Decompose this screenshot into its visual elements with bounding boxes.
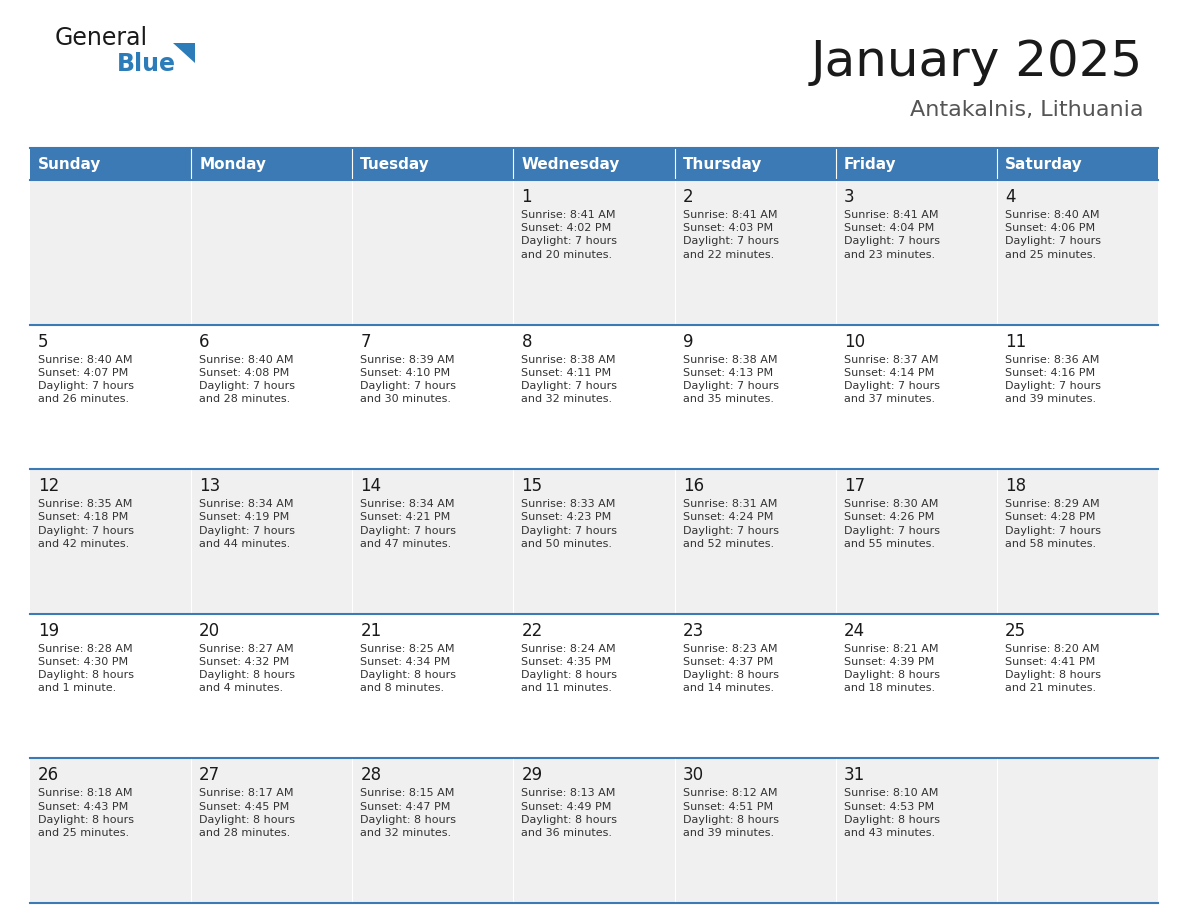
- Text: Sunrise: 8:41 AM
Sunset: 4:03 PM
Daylight: 7 hours
and 22 minutes.: Sunrise: 8:41 AM Sunset: 4:03 PM Dayligh…: [683, 210, 778, 260]
- Text: Sunrise: 8:38 AM
Sunset: 4:11 PM
Daylight: 7 hours
and 32 minutes.: Sunrise: 8:38 AM Sunset: 4:11 PM Dayligh…: [522, 354, 618, 404]
- Bar: [30, 148, 191, 180]
- Text: Sunrise: 8:12 AM
Sunset: 4:51 PM
Daylight: 8 hours
and 39 minutes.: Sunrise: 8:12 AM Sunset: 4:51 PM Dayligh…: [683, 789, 778, 838]
- Text: Sunrise: 8:37 AM
Sunset: 4:14 PM
Daylight: 7 hours
and 37 minutes.: Sunrise: 8:37 AM Sunset: 4:14 PM Dayligh…: [843, 354, 940, 404]
- Bar: [30, 180, 1158, 325]
- Bar: [835, 148, 997, 180]
- Text: Sunrise: 8:20 AM
Sunset: 4:41 PM
Daylight: 8 hours
and 21 minutes.: Sunrise: 8:20 AM Sunset: 4:41 PM Dayligh…: [1005, 644, 1101, 693]
- Bar: [30, 469, 1158, 614]
- Text: 17: 17: [843, 477, 865, 495]
- Text: 1: 1: [522, 188, 532, 206]
- Text: 10: 10: [843, 332, 865, 351]
- Text: Sunrise: 8:41 AM
Sunset: 4:02 PM
Daylight: 7 hours
and 20 minutes.: Sunrise: 8:41 AM Sunset: 4:02 PM Dayligh…: [522, 210, 618, 260]
- Text: 28: 28: [360, 767, 381, 784]
- Text: Sunrise: 8:34 AM
Sunset: 4:21 PM
Daylight: 7 hours
and 47 minutes.: Sunrise: 8:34 AM Sunset: 4:21 PM Dayligh…: [360, 499, 456, 549]
- Bar: [30, 758, 1158, 903]
- Text: 21: 21: [360, 621, 381, 640]
- Text: 9: 9: [683, 332, 693, 351]
- Text: 13: 13: [200, 477, 221, 495]
- Text: 20: 20: [200, 621, 220, 640]
- Polygon shape: [173, 43, 195, 63]
- Text: Sunrise: 8:15 AM
Sunset: 4:47 PM
Daylight: 8 hours
and 32 minutes.: Sunrise: 8:15 AM Sunset: 4:47 PM Dayligh…: [360, 789, 456, 838]
- Text: Blue: Blue: [116, 52, 176, 76]
- Text: Saturday: Saturday: [1005, 156, 1082, 172]
- Text: Sunrise: 8:36 AM
Sunset: 4:16 PM
Daylight: 7 hours
and 39 minutes.: Sunrise: 8:36 AM Sunset: 4:16 PM Dayligh…: [1005, 354, 1101, 404]
- Text: Sunrise: 8:41 AM
Sunset: 4:04 PM
Daylight: 7 hours
and 23 minutes.: Sunrise: 8:41 AM Sunset: 4:04 PM Dayligh…: [843, 210, 940, 260]
- Text: 11: 11: [1005, 332, 1026, 351]
- Text: 27: 27: [200, 767, 220, 784]
- Text: 2: 2: [683, 188, 694, 206]
- Text: Wednesday: Wednesday: [522, 156, 620, 172]
- Text: 25: 25: [1005, 621, 1026, 640]
- Text: Tuesday: Tuesday: [360, 156, 430, 172]
- Text: 23: 23: [683, 621, 703, 640]
- Text: 14: 14: [360, 477, 381, 495]
- Bar: [513, 148, 675, 180]
- Text: January 2025: January 2025: [810, 38, 1143, 86]
- Text: Friday: Friday: [843, 156, 897, 172]
- Text: 3: 3: [843, 188, 854, 206]
- Text: 18: 18: [1005, 477, 1026, 495]
- Bar: [675, 148, 835, 180]
- Text: 31: 31: [843, 767, 865, 784]
- Text: Sunrise: 8:23 AM
Sunset: 4:37 PM
Daylight: 8 hours
and 14 minutes.: Sunrise: 8:23 AM Sunset: 4:37 PM Dayligh…: [683, 644, 778, 693]
- Text: Sunrise: 8:31 AM
Sunset: 4:24 PM
Daylight: 7 hours
and 52 minutes.: Sunrise: 8:31 AM Sunset: 4:24 PM Dayligh…: [683, 499, 778, 549]
- Text: Sunrise: 8:40 AM
Sunset: 4:06 PM
Daylight: 7 hours
and 25 minutes.: Sunrise: 8:40 AM Sunset: 4:06 PM Dayligh…: [1005, 210, 1101, 260]
- Text: Sunday: Sunday: [38, 156, 101, 172]
- Text: Antakalnis, Lithuania: Antakalnis, Lithuania: [910, 100, 1143, 120]
- Text: Sunrise: 8:10 AM
Sunset: 4:53 PM
Daylight: 8 hours
and 43 minutes.: Sunrise: 8:10 AM Sunset: 4:53 PM Dayligh…: [843, 789, 940, 838]
- Text: Sunrise: 8:18 AM
Sunset: 4:43 PM
Daylight: 8 hours
and 25 minutes.: Sunrise: 8:18 AM Sunset: 4:43 PM Dayligh…: [38, 789, 134, 838]
- Bar: [997, 148, 1158, 180]
- Text: Sunrise: 8:34 AM
Sunset: 4:19 PM
Daylight: 7 hours
and 44 minutes.: Sunrise: 8:34 AM Sunset: 4:19 PM Dayligh…: [200, 499, 295, 549]
- Text: General: General: [55, 26, 148, 50]
- Text: 26: 26: [38, 767, 59, 784]
- Text: Sunrise: 8:33 AM
Sunset: 4:23 PM
Daylight: 7 hours
and 50 minutes.: Sunrise: 8:33 AM Sunset: 4:23 PM Dayligh…: [522, 499, 618, 549]
- Text: Sunrise: 8:24 AM
Sunset: 4:35 PM
Daylight: 8 hours
and 11 minutes.: Sunrise: 8:24 AM Sunset: 4:35 PM Dayligh…: [522, 644, 618, 693]
- Text: Sunrise: 8:39 AM
Sunset: 4:10 PM
Daylight: 7 hours
and 30 minutes.: Sunrise: 8:39 AM Sunset: 4:10 PM Dayligh…: [360, 354, 456, 404]
- Bar: [30, 325, 1158, 469]
- Text: 5: 5: [38, 332, 49, 351]
- Text: Sunrise: 8:25 AM
Sunset: 4:34 PM
Daylight: 8 hours
and 8 minutes.: Sunrise: 8:25 AM Sunset: 4:34 PM Dayligh…: [360, 644, 456, 693]
- Text: Sunrise: 8:29 AM
Sunset: 4:28 PM
Daylight: 7 hours
and 58 minutes.: Sunrise: 8:29 AM Sunset: 4:28 PM Dayligh…: [1005, 499, 1101, 549]
- Text: Sunrise: 8:38 AM
Sunset: 4:13 PM
Daylight: 7 hours
and 35 minutes.: Sunrise: 8:38 AM Sunset: 4:13 PM Dayligh…: [683, 354, 778, 404]
- Text: Thursday: Thursday: [683, 156, 762, 172]
- Text: 24: 24: [843, 621, 865, 640]
- Text: 15: 15: [522, 477, 543, 495]
- Text: Sunrise: 8:27 AM
Sunset: 4:32 PM
Daylight: 8 hours
and 4 minutes.: Sunrise: 8:27 AM Sunset: 4:32 PM Dayligh…: [200, 644, 295, 693]
- Text: Sunrise: 8:30 AM
Sunset: 4:26 PM
Daylight: 7 hours
and 55 minutes.: Sunrise: 8:30 AM Sunset: 4:26 PM Dayligh…: [843, 499, 940, 549]
- Text: Sunrise: 8:17 AM
Sunset: 4:45 PM
Daylight: 8 hours
and 28 minutes.: Sunrise: 8:17 AM Sunset: 4:45 PM Dayligh…: [200, 789, 295, 838]
- Text: 22: 22: [522, 621, 543, 640]
- Text: 7: 7: [360, 332, 371, 351]
- Text: 29: 29: [522, 767, 543, 784]
- Text: 6: 6: [200, 332, 210, 351]
- Text: Sunrise: 8:40 AM
Sunset: 4:08 PM
Daylight: 7 hours
and 28 minutes.: Sunrise: 8:40 AM Sunset: 4:08 PM Dayligh…: [200, 354, 295, 404]
- Text: Sunrise: 8:35 AM
Sunset: 4:18 PM
Daylight: 7 hours
and 42 minutes.: Sunrise: 8:35 AM Sunset: 4:18 PM Dayligh…: [38, 499, 134, 549]
- Text: 8: 8: [522, 332, 532, 351]
- Bar: [191, 148, 353, 180]
- Text: 12: 12: [38, 477, 59, 495]
- Text: 16: 16: [683, 477, 703, 495]
- Text: Sunrise: 8:28 AM
Sunset: 4:30 PM
Daylight: 8 hours
and 1 minute.: Sunrise: 8:28 AM Sunset: 4:30 PM Dayligh…: [38, 644, 134, 693]
- Text: Sunrise: 8:40 AM
Sunset: 4:07 PM
Daylight: 7 hours
and 26 minutes.: Sunrise: 8:40 AM Sunset: 4:07 PM Dayligh…: [38, 354, 134, 404]
- Text: Sunrise: 8:21 AM
Sunset: 4:39 PM
Daylight: 8 hours
and 18 minutes.: Sunrise: 8:21 AM Sunset: 4:39 PM Dayligh…: [843, 644, 940, 693]
- Text: 4: 4: [1005, 188, 1016, 206]
- Text: 30: 30: [683, 767, 703, 784]
- Text: Monday: Monday: [200, 156, 266, 172]
- Text: 19: 19: [38, 621, 59, 640]
- Bar: [353, 148, 513, 180]
- Bar: [30, 614, 1158, 758]
- Text: Sunrise: 8:13 AM
Sunset: 4:49 PM
Daylight: 8 hours
and 36 minutes.: Sunrise: 8:13 AM Sunset: 4:49 PM Dayligh…: [522, 789, 618, 838]
